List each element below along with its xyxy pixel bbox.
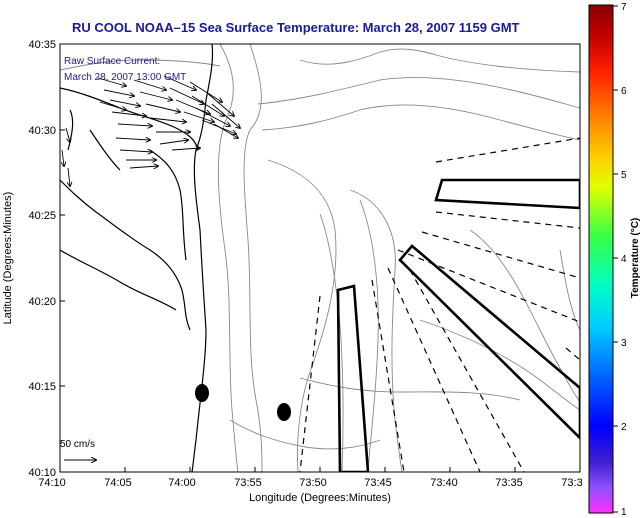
y-tick-labels: 40:35 40:30 40:25 40:20 40:15 40:10 <box>28 39 56 479</box>
plot-area <box>60 44 580 472</box>
x-tick-label: 73:50 <box>299 477 327 489</box>
x-tick-label: 73:3 <box>561 477 582 489</box>
y-tick-label: 40:10 <box>28 467 56 479</box>
colorbar-tick-label: 1 <box>621 507 627 518</box>
current-note-line2: March 28, 2007 13:00 GMT <box>64 72 186 83</box>
x-tick-label: 73:55 <box>234 477 262 489</box>
y-tick-marks <box>60 43 65 473</box>
colorbar-tick-label: 2 <box>621 422 627 433</box>
colorbar-tick-labels: 7 6 5 4 3 2 1 <box>621 2 627 518</box>
y-tick-label: 40:20 <box>28 296 56 308</box>
x-axis-label: Longitude (Degrees:Minutes) <box>249 492 391 504</box>
marker-blob-2 <box>277 403 291 421</box>
x-tick-label: 74:00 <box>168 477 196 489</box>
current-vectors <box>62 75 240 186</box>
x-tick-label: 74:10 <box>38 477 66 489</box>
x-tick-label: 73:40 <box>430 477 458 489</box>
y-tick-label: 40:35 <box>28 39 56 51</box>
y-tick-label: 40:15 <box>28 381 56 393</box>
colorbar-ticks <box>613 5 618 513</box>
x-tick-label: 74:05 <box>104 477 132 489</box>
colorbar-label: Temperature (°C) <box>630 218 641 299</box>
study-area-outlines <box>336 178 580 472</box>
coastline <box>60 44 214 472</box>
scale-arrow-label: 50 cm/s <box>60 439 95 450</box>
x-tick-label: 73:45 <box>364 477 392 489</box>
colorbar <box>588 4 614 514</box>
colorbar-tick-label: 7 <box>621 2 627 13</box>
bathymetry-contours <box>60 44 580 472</box>
y-tick-label: 40:25 <box>28 210 56 222</box>
colorbar-tick-label: 3 <box>621 338 627 349</box>
colorbar-tick-label: 6 <box>621 86 627 97</box>
x-tick-marks <box>59 467 581 472</box>
map-title: RU COOL NOAA–15 Sea Surface Temperature:… <box>72 20 520 35</box>
map-content <box>60 44 580 472</box>
x-tick-label: 73:35 <box>495 477 523 489</box>
radial-lines <box>299 137 580 472</box>
y-tick-label: 40:30 <box>28 125 56 137</box>
current-note-line1: Raw Surface Current: <box>64 56 160 67</box>
marker-blob-1 <box>195 384 209 402</box>
x-tick-labels: 74:10 74:05 74:00 73:55 73:50 73:45 73:4… <box>38 477 582 489</box>
colorbar-tick-label: 5 <box>621 170 627 181</box>
y-axis-label: Latitude (Degrees:Minutes) <box>2 192 14 325</box>
colorbar-tick-label: 4 <box>621 254 627 265</box>
